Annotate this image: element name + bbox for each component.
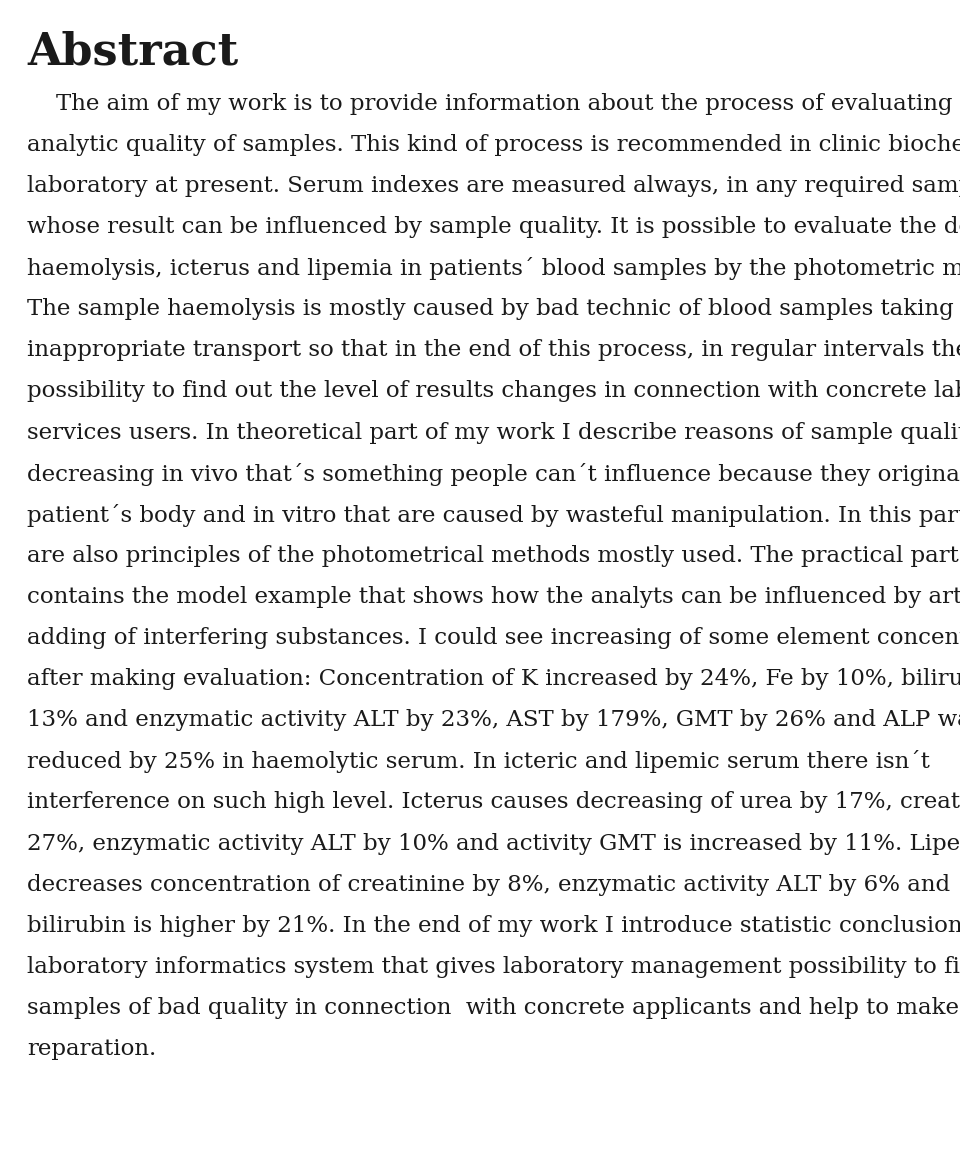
Text: contains the model example that shows how the analyts can be influenced by artif: contains the model example that shows ho… xyxy=(27,586,960,608)
Text: haemolysis, icterus and lipemia in patients´ blood samples by the photometric me: haemolysis, icterus and lipemia in patie… xyxy=(27,257,960,280)
Text: possibility to find out the level of results changes in connection with concrete: possibility to find out the level of res… xyxy=(27,380,960,402)
Text: Abstract: Abstract xyxy=(27,30,238,73)
Text: adding of interfering substances. I could see increasing of some element concent: adding of interfering substances. I coul… xyxy=(27,626,960,648)
Text: samples of bad quality in connection  with concrete applicants and help to make : samples of bad quality in connection wit… xyxy=(27,997,960,1019)
Text: inappropriate transport so that in the end of this process, in regular intervals: inappropriate transport so that in the e… xyxy=(27,339,960,361)
Text: are also principles of the photometrical methods mostly used. The practical part: are also principles of the photometrical… xyxy=(27,544,959,566)
Text: 27%, enzymatic activity ALT by 10% and activity GMT is increased by 11%. Lipemia: 27%, enzymatic activity ALT by 10% and a… xyxy=(27,833,960,855)
Text: whose result can be influenced by sample quality. It is possible to evaluate the: whose result can be influenced by sample… xyxy=(27,215,960,237)
Text: 13% and enzymatic activity ALT by 23%, AST by 179%, GMT by 26% and ALP was: 13% and enzymatic activity ALT by 23%, A… xyxy=(27,709,960,731)
Text: laboratory informatics system that gives laboratory management possibility to fi: laboratory informatics system that gives… xyxy=(27,955,960,977)
Text: patient´s body and in vitro that are caused by wasteful manipulation. In this pa: patient´s body and in vitro that are cau… xyxy=(27,504,960,527)
Text: decreasing in vivo that´s something people can´t influence because they originat: decreasing in vivo that´s something peop… xyxy=(27,462,960,485)
Text: reduced by 25% in haemolytic serum. In icteric and lipemic serum there isn´t: reduced by 25% in haemolytic serum. In i… xyxy=(27,750,929,774)
Text: services users. In theoretical part of my work I describe reasons of sample qual: services users. In theoretical part of m… xyxy=(27,422,960,444)
Text: decreases concentration of creatinine by 8%, enzymatic activity ALT by 6% and: decreases concentration of creatinine by… xyxy=(27,873,950,895)
Text: laboratory at present. Serum indexes are measured always, in any required sample: laboratory at present. Serum indexes are… xyxy=(27,175,960,197)
Text: after making evaluation: Concentration of K increased by 24%, Fe by 10%, bilirub: after making evaluation: Concentration o… xyxy=(27,668,960,690)
Text: The sample haemolysis is mostly caused by bad technic of blood samples taking or: The sample haemolysis is mostly caused b… xyxy=(27,298,960,320)
Text: analytic quality of samples. This kind of process is recommended in clinic bioch: analytic quality of samples. This kind o… xyxy=(27,134,960,155)
Text: bilirubin is higher by 21%. In the end of my work I introduce statistic conclusi: bilirubin is higher by 21%. In the end o… xyxy=(27,915,960,937)
Text: reparation.: reparation. xyxy=(27,1038,156,1060)
Text: interference on such high level. Icterus causes decreasing of urea by 17%, creat: interference on such high level. Icterus… xyxy=(27,791,960,813)
Text: The aim of my work is to provide information about the process of evaluating: The aim of my work is to provide informa… xyxy=(27,93,952,115)
